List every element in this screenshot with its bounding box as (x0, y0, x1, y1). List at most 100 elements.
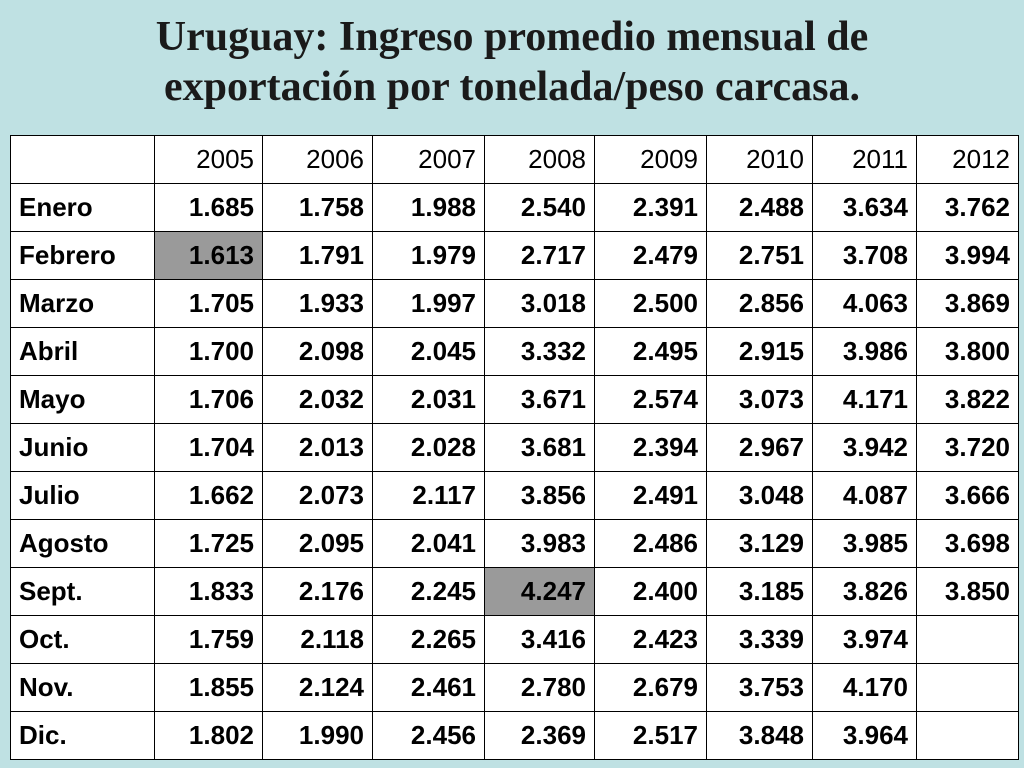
table-cell: 1.933 (262, 279, 373, 328)
table-cell: 2.032 (262, 375, 373, 424)
row-label: Marzo (10, 279, 155, 328)
table-cell: 1.979 (372, 231, 485, 280)
table-cell: 2.461 (372, 663, 485, 712)
row-label: Nov. (10, 663, 155, 712)
table-cell: 2.495 (594, 327, 707, 376)
column-header-2010: 2010 (706, 135, 813, 184)
row-label: Enero (10, 183, 155, 232)
table-cell: 1.704 (154, 423, 263, 472)
table-cell: 2.856 (706, 279, 813, 328)
table-cell: 3.985 (812, 519, 917, 568)
table-cell: 2.967 (706, 423, 813, 472)
table-cell: 2.479 (594, 231, 707, 280)
table-cell: 3.762 (916, 183, 1019, 232)
table-cell: 3.634 (812, 183, 917, 232)
table-header-row: 2005 2006 2007 2008 2009 2010 2011 2012 (10, 135, 1019, 184)
title-line-1: Uruguay: Ingreso promedio mensual de (155, 14, 869, 60)
table-row: Oct. 1.759 2.118 2.265 3.416 2.423 3.339 3.974 (10, 615, 1019, 664)
table-cell: 3.185 (706, 567, 813, 616)
table-cell: 4.171 (812, 375, 917, 424)
table-cell (916, 663, 1019, 712)
row-label: Oct. (10, 615, 155, 664)
table-cell: 3.986 (812, 327, 917, 376)
table-cell: 1.833 (154, 567, 263, 616)
table-cell: 2.095 (262, 519, 373, 568)
column-header-2007: 2007 (372, 135, 485, 184)
table-cell: 2.486 (594, 519, 707, 568)
table-cell: 1.662 (154, 471, 263, 520)
table-cell: 2.073 (262, 471, 373, 520)
table-cell: 4.170 (812, 663, 917, 712)
table-row: Julio 1.662 2.073 2.117 3.856 2.491 3.048 4.087… (10, 471, 1019, 520)
row-label: Agosto (10, 519, 155, 568)
table-cell: 3.666 (916, 471, 1019, 520)
table-cell: 2.717 (484, 231, 595, 280)
table-cell: 3.800 (916, 327, 1019, 376)
table-cell: 2.245 (372, 567, 485, 616)
table-cell: 2.117 (372, 471, 485, 520)
table-cell: 1.758 (262, 183, 373, 232)
table-cell: 2.118 (262, 615, 373, 664)
table-cell: 2.488 (706, 183, 813, 232)
table-cell: 4.247 (484, 567, 595, 616)
table-row: Abril 1.700 2.098 2.045 3.332 2.495 2.915 3.986… (10, 327, 1019, 376)
table-cell: 2.915 (706, 327, 813, 376)
table-cell: 2.751 (706, 231, 813, 280)
table-cell: 2.540 (484, 183, 595, 232)
row-label: Dic. (10, 711, 155, 760)
table-cell: 1.685 (154, 183, 263, 232)
table-row: Junio 1.704 2.013 2.028 3.681 2.394 2.967 3.942… (10, 423, 1019, 472)
header-corner-cell (10, 135, 155, 184)
table-cell: 3.964 (812, 711, 917, 760)
table-cell: 1.988 (372, 183, 485, 232)
table-cell: 2.517 (594, 711, 707, 760)
table-cell: 3.822 (916, 375, 1019, 424)
table-cell: 3.048 (706, 471, 813, 520)
table-cell: 1.759 (154, 615, 263, 664)
table-row: Marzo 1.705 1.933 1.997 3.018 2.500 2.856 4.063… (10, 279, 1019, 328)
table-cell: 1.705 (154, 279, 263, 328)
table-cell: 2.500 (594, 279, 707, 328)
table-row: Dic. 1.802 1.990 2.456 2.369 2.517 3.848 3.964 (10, 711, 1019, 760)
table-cell: 2.423 (594, 615, 707, 664)
table-cell: 3.681 (484, 423, 595, 472)
table-cell: 3.671 (484, 375, 595, 424)
table-cell: 3.826 (812, 567, 917, 616)
column-header-2009: 2009 (594, 135, 707, 184)
table-cell: 2.028 (372, 423, 485, 472)
column-header-2005: 2005 (154, 135, 263, 184)
title-line-2: exportación por tonelada/peso carcasa. (163, 64, 861, 110)
data-table: 2005 2006 2007 2008 2009 2010 2011 2012 Enero 1.6… (10, 135, 1019, 760)
table-cell: 2.098 (262, 327, 373, 376)
table-cell: 2.369 (484, 711, 595, 760)
table-row: Mayo 1.706 2.032 2.031 3.671 2.574 3.073 4.171 3… (10, 375, 1019, 424)
table-cell: 2.491 (594, 471, 707, 520)
table-cell: 3.942 (812, 423, 917, 472)
table-cell: 2.176 (262, 567, 373, 616)
table-cell: 2.456 (372, 711, 485, 760)
row-label: Febrero (10, 231, 155, 280)
table-cell: 2.391 (594, 183, 707, 232)
column-header-2008: 2008 (484, 135, 595, 184)
table-cell: 1.725 (154, 519, 263, 568)
row-label: Sept. (10, 567, 155, 616)
table-cell: 2.045 (372, 327, 485, 376)
table-cell: 3.018 (484, 279, 595, 328)
table-cell: 4.087 (812, 471, 917, 520)
table-cell: 1.855 (154, 663, 263, 712)
table-cell: 2.574 (594, 375, 707, 424)
table-cell: 3.983 (484, 519, 595, 568)
table-cell: 3.416 (484, 615, 595, 664)
table-cell: 2.679 (594, 663, 707, 712)
table-cell: 3.073 (706, 375, 813, 424)
table-cell: 1.802 (154, 711, 263, 760)
table-cell: 3.850 (916, 567, 1019, 616)
row-label: Julio (10, 471, 155, 520)
table-row: Febrero 1.613 1.791 1.979 2.717 2.479 2.751 3.7… (10, 231, 1019, 280)
table-cell: 2.265 (372, 615, 485, 664)
table-row: Agosto 1.725 2.095 2.041 3.983 2.486 3.129 3.98… (10, 519, 1019, 568)
table-cell: 3.698 (916, 519, 1019, 568)
table-cell: 3.848 (706, 711, 813, 760)
table-cell: 3.708 (812, 231, 917, 280)
table-cell: 3.974 (812, 615, 917, 664)
